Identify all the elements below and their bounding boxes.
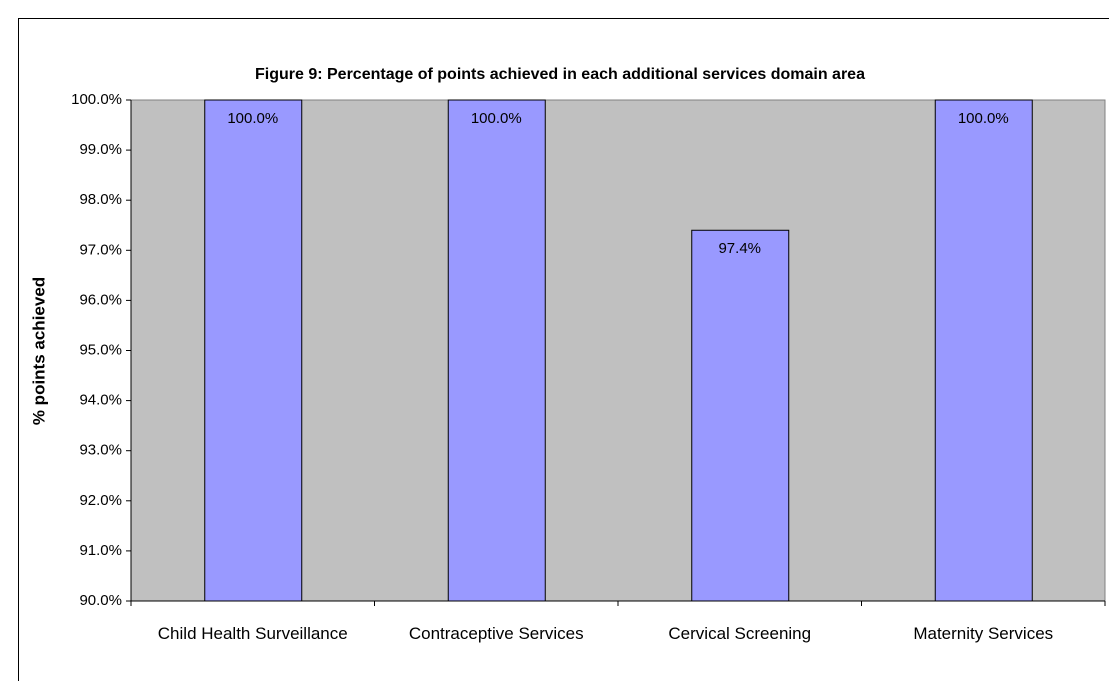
y-tick-label: 98.0%: [79, 191, 122, 208]
x-tick-label: Child Health Surveillance: [157, 624, 348, 643]
data-label: 100.0%: [958, 110, 1009, 127]
x-tick-label: Contraceptive Services: [408, 624, 584, 643]
x-tick-label: Cervical Screening: [668, 624, 812, 643]
bar: [934, 99, 1033, 602]
bar: [691, 229, 790, 602]
y-tick-label: 96.0%: [79, 291, 122, 308]
y-tick-label: 93.0%: [79, 442, 122, 459]
x-tick-label: Maternity Services: [913, 624, 1054, 643]
y-tick-label: 99.0%: [79, 141, 122, 158]
data-label: 100.0%: [471, 110, 522, 127]
y-tick-label: 95.0%: [79, 341, 122, 358]
bar: [447, 99, 546, 602]
y-tick-label: 100.0%: [71, 91, 122, 108]
bar: [204, 99, 303, 602]
y-tick-label: 91.0%: [79, 542, 122, 559]
y-tick-label: 92.0%: [79, 492, 122, 509]
y-axis-label: % points achieved: [29, 277, 48, 425]
data-label: 97.4%: [718, 240, 761, 257]
data-label: 100.0%: [227, 110, 278, 127]
y-tick-label: 90.0%: [79, 592, 122, 609]
chart-title: Figure 9: Percentage of points achieved …: [255, 66, 865, 83]
y-tick-label: 97.0%: [79, 241, 122, 258]
y-tick-label: 94.0%: [79, 392, 122, 409]
